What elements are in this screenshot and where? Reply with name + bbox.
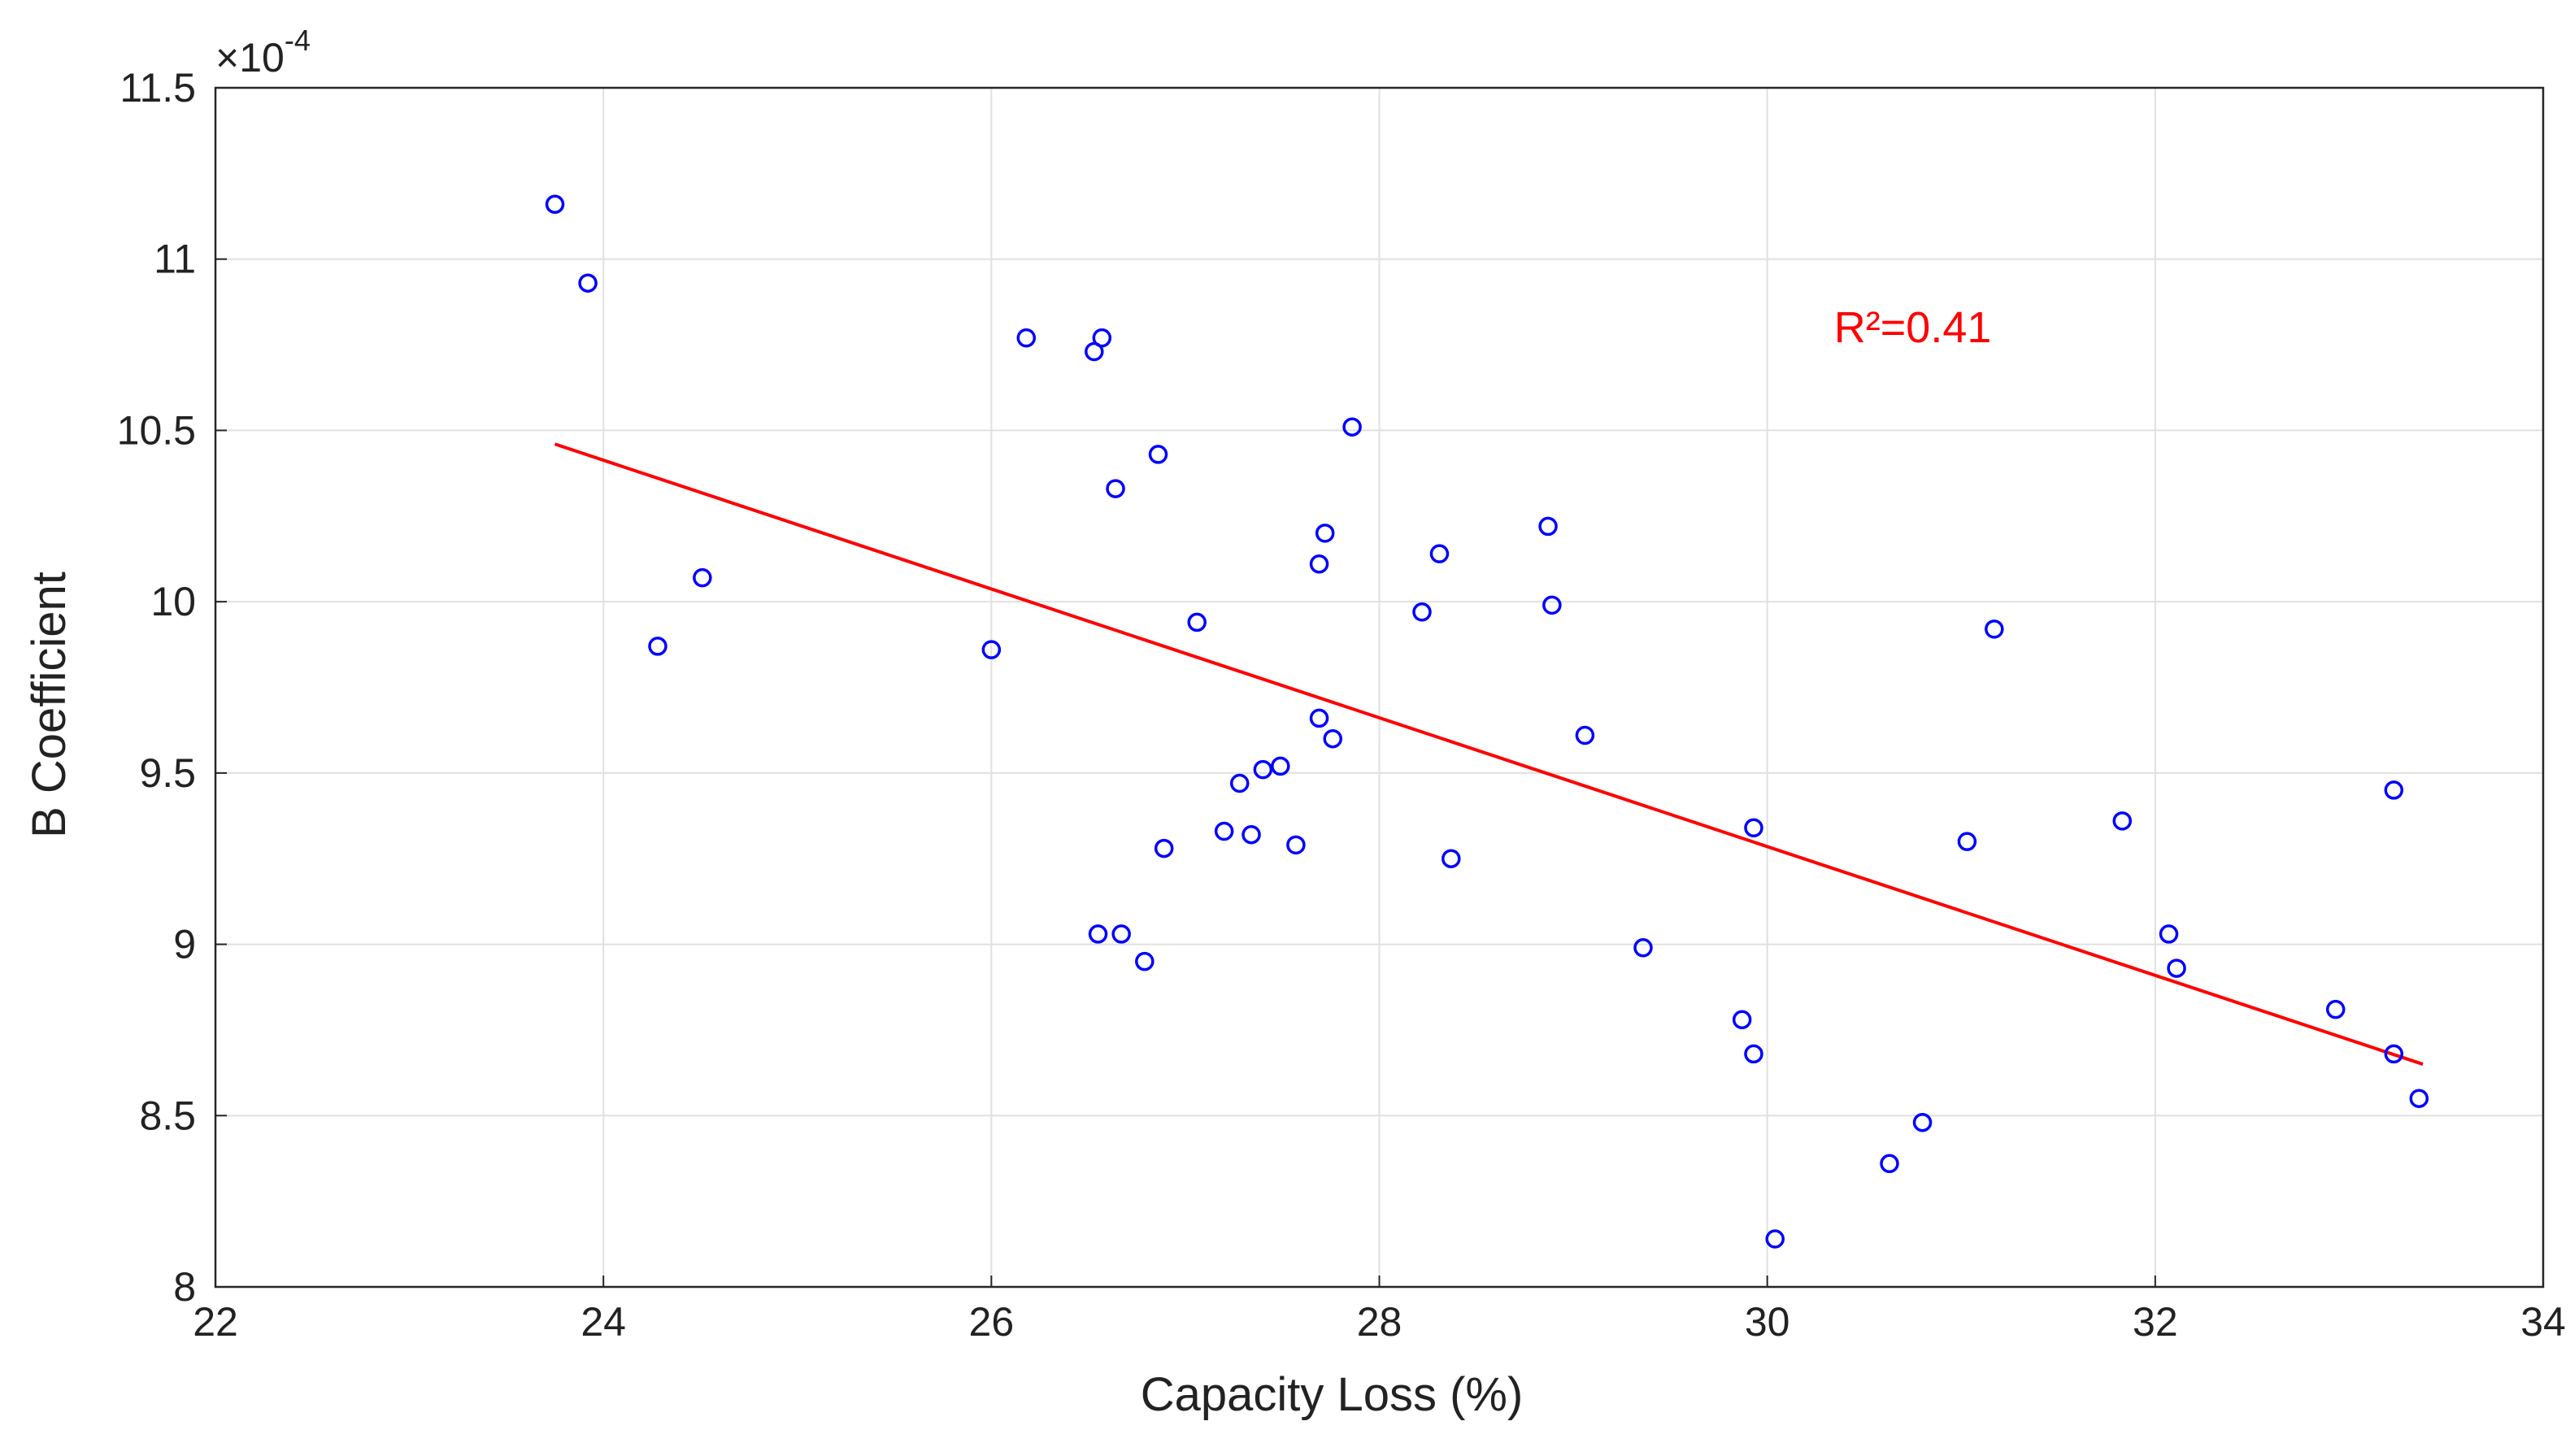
- data-point: [648, 637, 668, 656]
- y-tick-label: 10.5: [117, 407, 196, 453]
- tick-labels: 22 24 26 28 30 32 34 8 8.5 9 9.5 10 10.5 11 11.5: [117, 65, 2566, 1345]
- axes: [214, 86, 2545, 1289]
- y-tick-label: 9: [173, 922, 196, 967]
- data-point: [1242, 824, 1261, 845]
- x-tick-label: 22: [193, 1299, 238, 1345]
- data-point: [1154, 838, 1174, 858]
- data-point: [1111, 924, 1131, 944]
- data-point: [1309, 708, 1329, 728]
- data-point: [2167, 958, 2186, 978]
- y-axis-title: B Coefficient: [23, 572, 76, 838]
- x-tick-label: 34: [2520, 1299, 2566, 1345]
- plot-box: [214, 86, 2545, 1289]
- x-tick-label: 24: [581, 1299, 626, 1345]
- data-point: [1309, 554, 1329, 574]
- data-point: [1957, 832, 1977, 851]
- y-tick-label: 11.5: [120, 65, 196, 111]
- y-multiplier-label: ×10-4: [215, 24, 311, 80]
- data-point: [1429, 544, 1450, 563]
- data-point: [1744, 1044, 1763, 1064]
- data-point: [545, 194, 565, 215]
- data-points: [545, 194, 2429, 1249]
- data-point: [1214, 821, 1234, 841]
- data-point: [1442, 849, 1461, 868]
- y-tick-label: 9.5: [139, 750, 196, 796]
- data-point: [1744, 818, 1763, 838]
- regression-line: [554, 442, 2424, 1066]
- data-point: [2409, 1089, 2429, 1108]
- data-point: [1187, 612, 1207, 632]
- data-point: [1092, 328, 1112, 348]
- data-point: [2384, 1044, 2404, 1064]
- data-point: [1985, 619, 2004, 639]
- data-point: [1538, 516, 1558, 537]
- data-point: [1106, 479, 1125, 498]
- y-tick-label: 8: [173, 1264, 196, 1310]
- data-point: [2159, 924, 2179, 944]
- x-tick-label: 32: [2133, 1299, 2178, 1345]
- data-point: [1542, 595, 1562, 615]
- data-point: [1912, 1112, 1933, 1132]
- data-point: [1229, 773, 1250, 793]
- y-tick-label: 11: [154, 237, 196, 282]
- data-point: [1315, 524, 1335, 543]
- data-point: [2384, 780, 2404, 800]
- data-point: [1412, 602, 1432, 622]
- data-point: [1253, 759, 1273, 780]
- data-point: [1085, 341, 1104, 362]
- r-squared-annotation: R²=0.41: [1834, 303, 1992, 352]
- y-tick-label: 10: [150, 579, 196, 624]
- data-point: [981, 640, 1002, 659]
- data-point: [1016, 328, 1037, 348]
- data-point: [2112, 811, 2133, 831]
- x-tick-label: 28: [1357, 1299, 1402, 1345]
- data-point: [1323, 728, 1342, 749]
- data-point: [1286, 835, 1306, 855]
- data-point: [1148, 445, 1168, 464]
- data-point: [1088, 924, 1108, 944]
- data-point: [1732, 1010, 1752, 1030]
- data-point: [1765, 1229, 1785, 1249]
- y-tick-label: 8.5: [139, 1093, 196, 1138]
- data-point: [2325, 999, 2346, 1019]
- data-point: [1342, 417, 1362, 437]
- data-point: [578, 273, 598, 293]
- grid: [215, 87, 2544, 1288]
- data-point: [1633, 938, 1653, 958]
- x-axis-title: Capacity Loss (%): [1141, 1368, 1524, 1421]
- data-point: [1575, 725, 1595, 745]
- data-point: [1135, 951, 1155, 971]
- data-point: [1880, 1154, 1899, 1174]
- x-tick-label: 26: [969, 1299, 1015, 1345]
- fit-line-group: [554, 442, 2424, 1066]
- x-tick-label: 30: [1745, 1299, 1790, 1345]
- data-point: [693, 567, 712, 588]
- data-point: [1271, 756, 1290, 776]
